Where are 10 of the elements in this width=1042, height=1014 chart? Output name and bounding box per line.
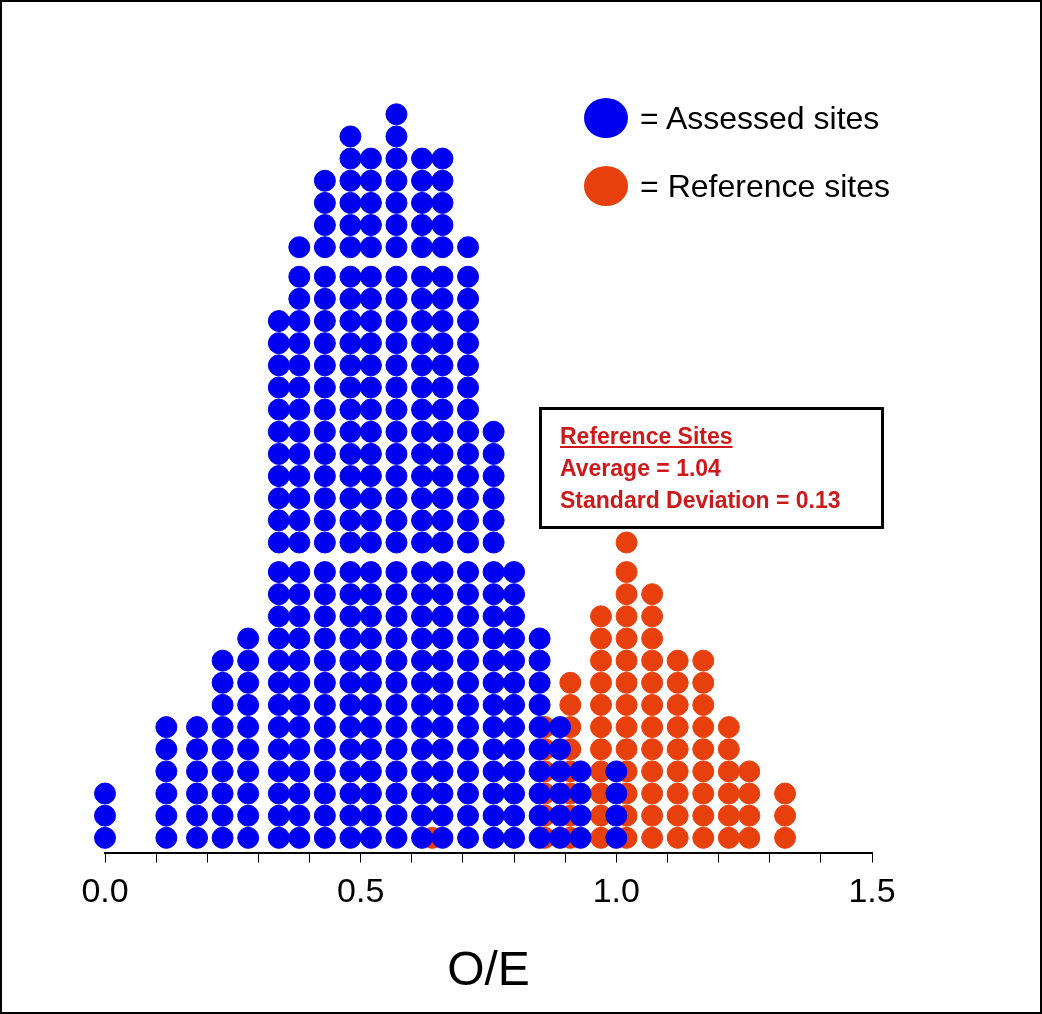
x-tick-label: 1.5 <box>848 871 896 910</box>
x-tick-label: 0.5 <box>337 871 385 910</box>
annotation: Average = 1.04 <box>560 454 722 483</box>
annotation: Reference Sites <box>560 422 734 451</box>
annotation: Standard Deviation = 0.13 <box>560 486 842 515</box>
legend-label: = Reference sites <box>640 167 890 205</box>
x-tick-label: 0.0 <box>81 871 129 910</box>
x-tick-label: 1.0 <box>592 871 640 910</box>
x-axis-title: O/E <box>447 942 530 996</box>
legend-label: = Assessed sites <box>640 99 880 137</box>
